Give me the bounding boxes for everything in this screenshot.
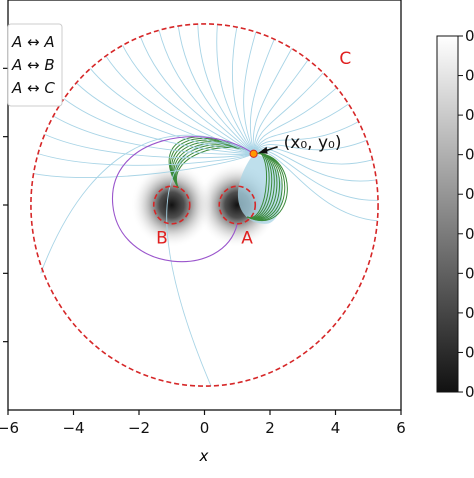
annotations: C A B (x₀, y₀): [156, 49, 351, 248]
legend-entry-a-to-c: A ↔ C: [11, 79, 55, 97]
legend: A ↔ A A ↔ B A ↔ C: [7, 23, 63, 107]
start-point-arrowhead: [258, 146, 268, 154]
colorbar-tick-label: 0: [465, 185, 474, 203]
colorbar-tick-label: 0: [465, 146, 474, 164]
colorbar-tick-label: 0: [465, 264, 474, 282]
line-a-to-c: [216, 24, 255, 154]
colorbar-tick-label: 0: [465, 383, 474, 401]
line-a-to-c: [177, 25, 254, 155]
boundary-circles: [30, 23, 379, 387]
line-a-to-c: [166, 142, 254, 387]
line-a-to-c: [76, 82, 254, 155]
colorbar-ticks: 0 0 0 0 0 0 0 0 0 0: [458, 27, 474, 401]
x-axis: −6 −4 −2 0 2 4 6: [0, 410, 406, 437]
colorbar-tick-label: 0: [465, 225, 474, 243]
line-a-to-c: [249, 39, 275, 154]
line-a-to-c: [197, 24, 254, 155]
x-tick-label: 4: [331, 419, 341, 437]
line-a-to-c: [231, 27, 255, 154]
x-tick-label: 0: [200, 419, 210, 437]
circle-label-b: B: [156, 228, 168, 248]
colorbar-tick-label: 0: [465, 304, 474, 322]
line-a-to-c: [53, 115, 254, 155]
legend-entry-a-to-b: A ↔ B: [11, 56, 55, 74]
colorbar-tick-label: 0: [465, 106, 474, 124]
circle-label-a: A: [241, 228, 253, 248]
line-a-to-c: [253, 87, 338, 154]
colorbar-gradient: [436, 35, 459, 393]
line-a-to-c: [253, 139, 367, 154]
colorbar-tick-label: 0: [465, 27, 474, 45]
line-a-to-c: [253, 59, 309, 154]
series-a-to-c-lines: [33, 24, 379, 387]
line-purple: [112, 136, 254, 263]
line-a-to-c: [139, 36, 254, 155]
start-point-marker: [249, 149, 258, 158]
plot-area: [30, 23, 379, 387]
line-a-to-c: [105, 55, 254, 155]
x-tick-label: 6: [396, 419, 406, 437]
colorbar-tick-label: 0: [465, 343, 474, 361]
line-a-to-c: [253, 103, 349, 154]
line-a-to-c: [158, 30, 254, 155]
colorbar-tick-label: 0: [465, 67, 474, 85]
line-a-to-c: [253, 146, 373, 165]
colorbar: 0 0 0 0 0 0 0 0 0 0: [436, 27, 474, 401]
line-a-to-c: [63, 98, 254, 155]
potential-well-b: [130, 162, 213, 248]
line-a-to-c: [243, 31, 257, 154]
start-point-label: (x₀, y₀): [284, 133, 342, 153]
line-a-to-c: [253, 148, 377, 182]
circle-c: [30, 23, 379, 387]
line-a-to-c: [37, 153, 254, 166]
line-a-to-c: [90, 68, 254, 155]
circle-a: [218, 185, 257, 225]
legend-entry-a-to-a: A ↔ A: [11, 33, 55, 51]
series-a-to-a-lines: [246, 151, 288, 221]
line-a-to-a: [246, 153, 288, 221]
y-axis: [3, 67, 8, 343]
x-tick-label: 2: [265, 419, 275, 437]
line-a-to-c: [33, 153, 254, 179]
legend-box: [7, 23, 63, 107]
line-a-to-c: [252, 48, 293, 154]
x-tick-label: −2: [128, 419, 150, 437]
line-a-to-c: [253, 121, 359, 154]
x-axis-label: x: [199, 447, 209, 465]
x-tick-label: −4: [62, 419, 84, 437]
line-a-to-c: [253, 72, 324, 154]
line-a-to-c: [44, 133, 254, 159]
circle-b: [152, 185, 191, 225]
line-a-to-c: [40, 134, 254, 274]
circle-label-c: C: [339, 49, 351, 69]
x-tick-label: −6: [0, 419, 19, 437]
